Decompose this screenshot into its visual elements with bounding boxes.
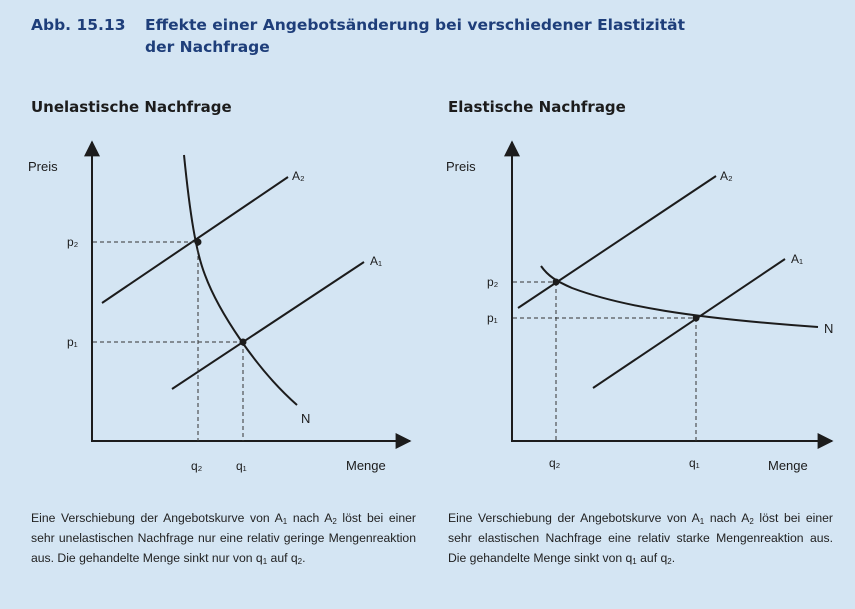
supply-label-a2: A₂ (720, 169, 733, 183)
y-axis-label: Preis (28, 159, 58, 174)
reference-lines (93, 241, 244, 441)
price-label-p1: p₁ (67, 335, 78, 349)
figure-number: Abb. 15.13 (31, 16, 126, 34)
panel-unelastic: Preis Menge A₂ A₁ N p₂ p₁ q₂ q₁ (28, 140, 412, 473)
demand-label: N (301, 411, 310, 426)
supply-curve-a1 (592, 258, 786, 389)
price-label-p2: p₂ (487, 275, 499, 289)
supply-label-a1: A₁ (791, 252, 803, 266)
panel-title-unelastic: Unelastische Nachfrage (31, 98, 232, 116)
x-axis-label: Menge (768, 458, 808, 473)
equilibrium-point-new (194, 238, 202, 246)
reference-lines (513, 281, 697, 441)
supply-curve-a2 (517, 175, 717, 309)
quantity-label-q2: q₂ (191, 459, 203, 473)
price-label-p1: p₁ (487, 311, 498, 325)
equilibrium-point-old (239, 338, 247, 346)
supply-label-a2: A₂ (292, 169, 305, 183)
panel-title-elastic: Elastische Nachfrage (448, 98, 626, 116)
supply-curve-a1 (171, 261, 365, 390)
figure-title: Abb. 15.13 Effekte einer Angebotsänderung… (31, 14, 685, 58)
quantity-label-q1: q₁ (689, 456, 700, 470)
equilibrium-point-new (552, 278, 560, 286)
equilibrium-point-old (692, 314, 700, 322)
x-axis-label: Menge (346, 458, 386, 473)
caption-unelastic: Eine Verschiebung der Angebotskurve von … (31, 511, 416, 566)
figure-title-line1: Effekte einer Angebotsänderung bei versc… (145, 16, 685, 34)
demand-curve (540, 265, 819, 328)
caption-elastic: Eine Verschiebung der Angebotskurve von … (448, 511, 833, 566)
supply-label-a1: A₁ (370, 254, 382, 268)
panel-elastic: Preis Menge A₂ A₁ N p₂ p₁ q₂ q₁ (446, 140, 834, 473)
quantity-label-q2: q₂ (549, 456, 561, 470)
figure-title-line2: der Nachfrage (145, 38, 270, 56)
demand-label: N (824, 321, 833, 336)
price-label-p2: p₂ (67, 235, 79, 249)
demand-curve (183, 154, 298, 406)
y-axis-label: Preis (446, 159, 476, 174)
quantity-label-q1: q₁ (236, 459, 247, 473)
